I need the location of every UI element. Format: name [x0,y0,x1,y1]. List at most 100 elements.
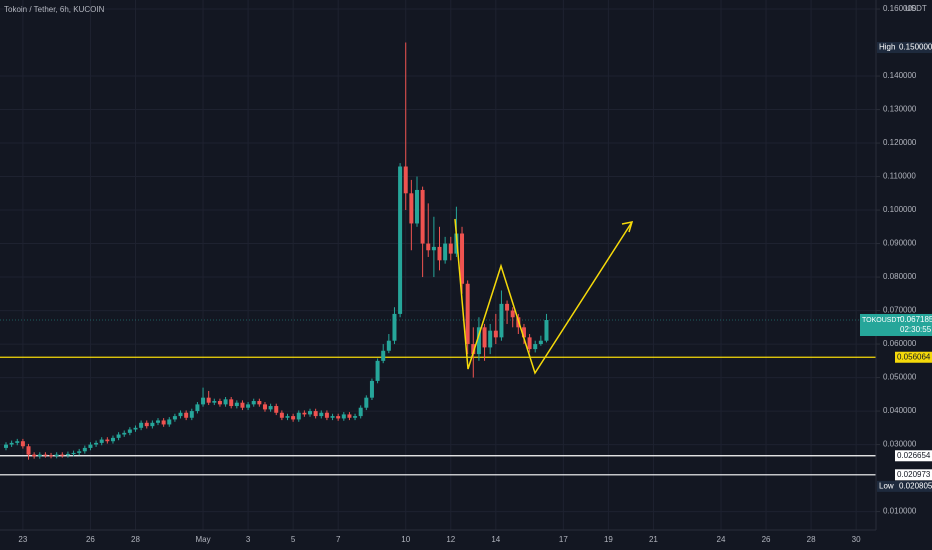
price-countdown: 02:30:55 [900,325,932,334]
candle-body [139,422,144,428]
candle-body [49,455,54,457]
candle-body [369,380,374,398]
candle-body [189,411,194,418]
candle-body [9,442,14,445]
candle-body [341,414,346,419]
candle-body [110,437,115,442]
marker-name: High [879,43,895,52]
candle-body [161,420,166,425]
candle-body [195,404,200,412]
candle-body [234,402,239,407]
candle-body [150,422,155,427]
candle-body [37,454,42,457]
candle-body [105,439,110,442]
y-tick-label: 0.040000 [883,406,917,415]
candle-body [262,404,267,410]
candle-body [71,452,76,454]
candle-body [156,420,161,423]
level-label-box [895,351,932,363]
candle-body [460,233,465,284]
candle-body [527,337,532,350]
candle-body [4,444,8,448]
y-tick-label: 0.110000 [883,172,916,181]
candle-body [172,416,177,420]
marker-value: 0.150000 [899,43,932,52]
y-tick-label: 0.070000 [883,306,917,315]
candle-body [414,189,419,224]
x-tick-label: 26 [762,535,771,544]
candle-body [20,441,25,447]
candle-body [88,444,93,448]
candle-body [437,246,442,261]
candle-body [403,166,408,194]
candle-body [77,451,82,453]
y-axis-label: USDT [905,4,927,13]
x-tick-label: 30 [852,535,861,544]
y-tick-label: 0.010000 [883,507,917,516]
x-tick-label: 26 [86,535,95,544]
candle-body [246,404,251,408]
candle-body [324,412,329,418]
grid [0,0,876,530]
candle-body [60,454,65,456]
candle-body [313,411,318,417]
levels [0,319,876,476]
x-tick-label: 21 [649,535,658,544]
y-tick-label: 0.050000 [883,373,917,382]
candle-body [302,412,307,415]
candle-body [505,303,510,311]
candle-body [381,350,386,361]
candle-body [296,412,301,420]
x-tick-label: 19 [604,535,613,544]
marker-box [877,42,932,54]
candle-body [212,401,217,403]
candle-body [99,439,104,443]
candle-body [133,427,138,430]
y-tick-label: 0.140000 [883,71,917,80]
x-tick-label: 28 [807,535,816,544]
x-tick-label: 7 [336,535,341,544]
candle-body [510,310,515,318]
candle-body [268,406,273,410]
candle-body [65,453,70,456]
candle-body [409,193,414,224]
y-tick-label: 0.060000 [883,339,917,348]
candle-body [364,397,369,408]
axis: 0.010000 0.030000 0.040000 0.050000 0.060000… [18,4,932,544]
candle-body [336,416,341,419]
candle-body [116,434,121,438]
candle-body [291,416,296,420]
level-label-box [895,469,932,481]
candle-body [533,344,538,350]
candle-body [43,454,48,456]
candle-body [330,416,335,418]
candle-body [94,442,99,445]
candle-body [15,441,20,443]
candle-body [240,402,245,408]
y-tick-label: 0.030000 [883,440,917,449]
candle-body [54,454,59,456]
candle-body [499,303,504,338]
y-tick-label: 0.090000 [883,239,917,248]
marker-box [877,480,932,492]
candle-body [26,446,31,455]
candle-body [217,401,222,405]
marker-value: 0.020805 [899,481,932,490]
candle-body [122,432,127,435]
pattern-drawing [454,218,633,375]
level-label-box [895,450,932,462]
level-label: 0.020973 [897,470,931,479]
candle-body [420,189,425,244]
candle-body [319,412,324,417]
candle-body [144,422,149,427]
candle-body [274,406,279,413]
candle-body [493,330,498,338]
candle-body [375,360,380,381]
x-tick-label: May [195,535,210,544]
candle-body [392,313,397,341]
candle-body [358,407,363,417]
candle-body [538,340,543,345]
x-tick-label: 24 [717,535,726,544]
level-label: 0.026654 [897,451,931,460]
